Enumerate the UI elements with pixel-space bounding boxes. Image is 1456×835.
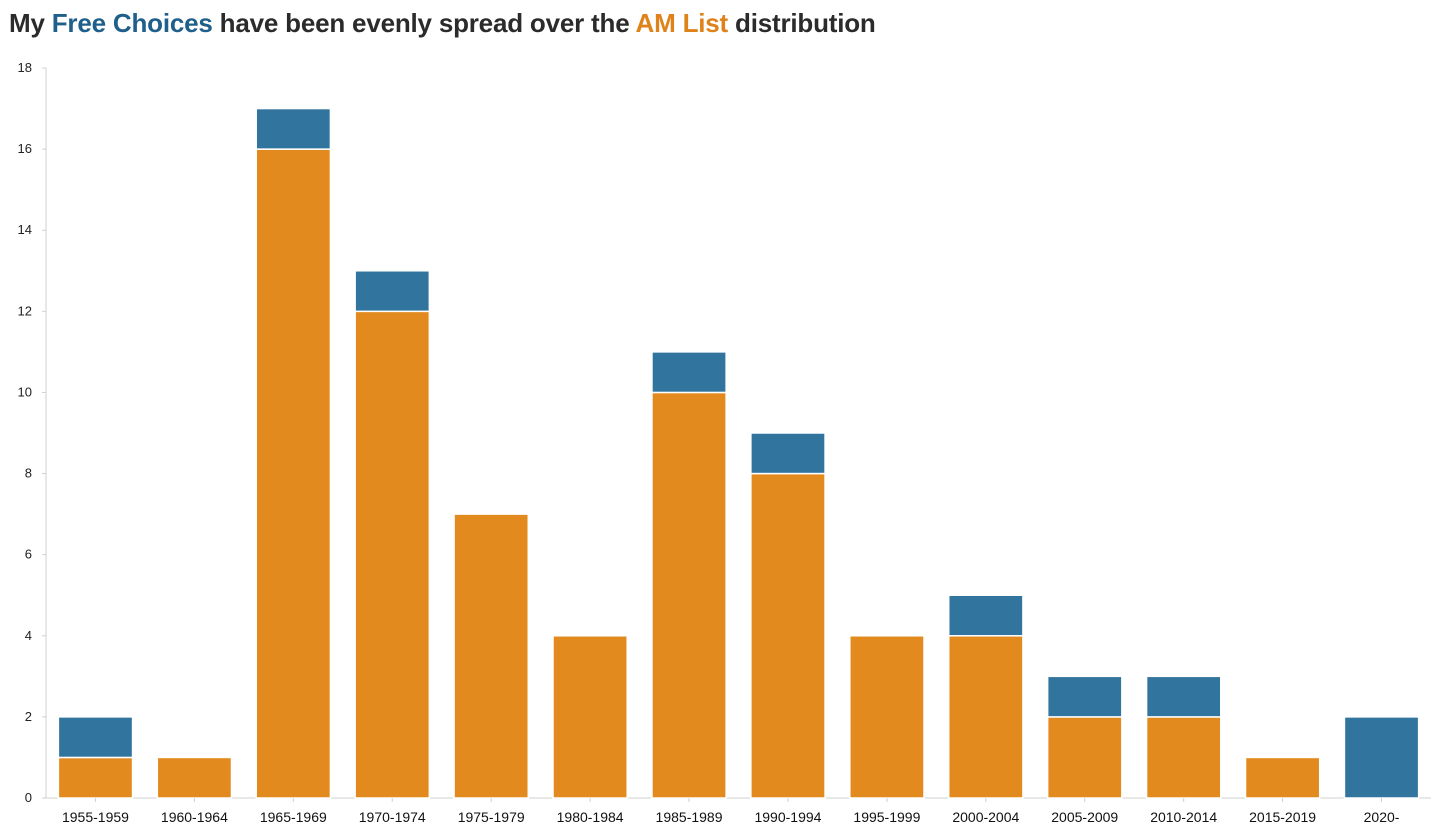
bar-am-list-1985-1989 [651, 391, 727, 799]
bar-free-choices-1985-1989 [651, 351, 727, 394]
x-tick-label: 1965-1969 [260, 809, 327, 825]
bar-am-list-1960-1964 [156, 756, 233, 799]
bar-am-list-1965-1969 [255, 148, 332, 799]
x-tick-label: 2005-2009 [1051, 809, 1118, 825]
bar-free-choices-1965-1969 [255, 107, 332, 150]
y-tick-label: 18 [18, 60, 32, 75]
bar-am-list-1955-1959 [57, 756, 134, 799]
y-tick-label: 16 [18, 141, 32, 156]
y-tick-label: 14 [18, 222, 32, 237]
x-tick-label: 1955-1959 [62, 809, 129, 825]
bar-am-list-1970-1974 [354, 310, 431, 799]
y-tick-label: 10 [18, 384, 32, 399]
y-tick-label: 4 [25, 628, 32, 643]
bar-am-list-1995-1999 [849, 635, 925, 799]
y-tick-label: 12 [18, 303, 32, 318]
bar-free-choices-2000-2004 [947, 594, 1024, 637]
x-tick-label: 1980-1984 [557, 809, 624, 825]
x-tick-label: 1990-1994 [754, 809, 821, 825]
bar-free-choices-2010-2014 [1145, 675, 1222, 718]
bar-am-list-2000-2004 [947, 635, 1024, 799]
bar-free-choices-1955-1959 [57, 716, 134, 759]
title-suffix: distribution [728, 8, 876, 38]
title-middle: have been evenly spread over the [212, 8, 636, 38]
x-tick-label: 2010-2014 [1150, 809, 1217, 825]
x-tick-label: 2000-2004 [952, 809, 1019, 825]
bar-am-list-1980-1984 [552, 635, 628, 799]
x-tick-label: 1975-1979 [458, 809, 525, 825]
x-tick-label: 1995-1999 [853, 809, 920, 825]
x-tick-label: 2020- [1364, 809, 1400, 825]
bar-free-choices-2020- [1343, 716, 1420, 799]
x-tick-label: 1970-1974 [359, 809, 426, 825]
bar-free-choices-1990-1994 [750, 432, 826, 475]
chart-title: My Free Choices have been evenly spread … [9, 8, 876, 39]
title-am-list: AM List [635, 8, 729, 38]
bar-free-choices-2005-2009 [1046, 675, 1123, 718]
bar-am-list-1990-1994 [750, 472, 826, 799]
title-free-choices: Free Choices [51, 8, 213, 38]
bar-am-list-2015-2019 [1244, 756, 1321, 799]
bar-am-list-2005-2009 [1046, 716, 1123, 799]
x-tick-label: 1985-1989 [656, 809, 723, 825]
y-tick-label: 2 [25, 709, 32, 724]
bar-am-list-2010-2014 [1145, 716, 1222, 799]
title-prefix: My [9, 8, 52, 38]
y-tick-label: 0 [25, 790, 32, 805]
y-tick-label: 8 [25, 466, 32, 481]
x-tick-label: 2015-2019 [1249, 809, 1316, 825]
y-tick-label: 6 [25, 547, 32, 562]
bar-free-choices-1970-1974 [354, 270, 431, 313]
bar-am-list-1975-1979 [453, 513, 530, 799]
x-tick-label: 1960-1964 [161, 809, 228, 825]
